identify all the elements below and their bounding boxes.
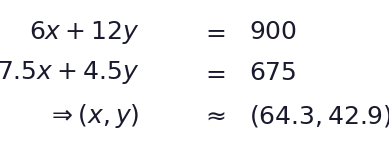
Text: $=$: $=$ [202, 61, 227, 85]
Text: $675$: $675$ [249, 61, 296, 85]
Text: $6x + 12y$: $6x + 12y$ [29, 19, 139, 46]
Text: $=$: $=$ [202, 21, 227, 44]
Text: $\Rightarrow (x, y)$: $\Rightarrow (x, y)$ [47, 102, 139, 130]
Text: $(64.3, 42.9)$: $(64.3, 42.9)$ [249, 103, 389, 129]
Text: $900$: $900$ [249, 21, 296, 44]
Text: $\approx$: $\approx$ [202, 105, 227, 127]
Text: $7.5x + 4.5y$: $7.5x + 4.5y$ [0, 60, 139, 86]
